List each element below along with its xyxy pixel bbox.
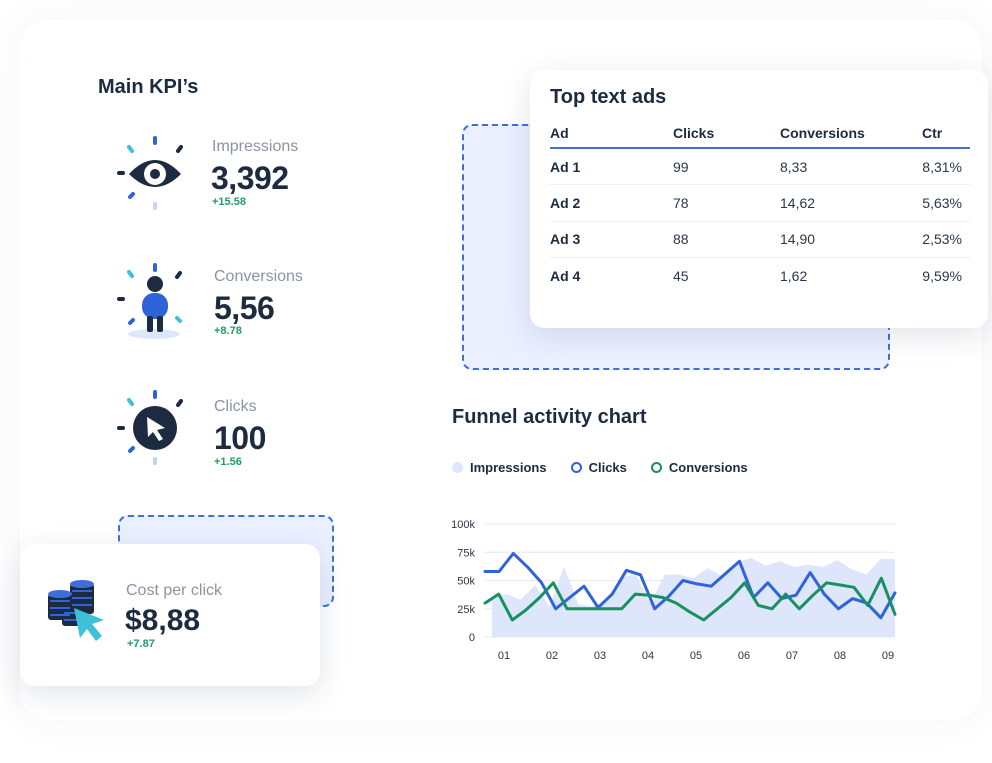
x-tick-label: 08: [834, 650, 846, 662]
table-cell-ad: Ad 2: [550, 184, 673, 222]
chart-legend: Impressions Clicks Conversions: [452, 460, 748, 475]
y-tick-label: 100k: [451, 519, 475, 531]
legend-dot-conversions: [650, 462, 662, 473]
kpi-clicks-value: 100: [214, 420, 266, 456]
kpi-conversions-value: 5,56: [214, 290, 275, 326]
table-cell-ad: Ad 4: [550, 268, 581, 284]
table-row: Ad 4 45 1,62 9,59%: [550, 258, 970, 295]
cost-per-click-delta: +7.87: [127, 638, 155, 650]
funnel-activity-chart: 0 25k 50k 75k 100k 01 02 03 04 05 06 07 08 09: [451, 519, 897, 662]
y-tick-label: 50k: [457, 576, 475, 588]
kpi-conversions-delta: +8.78: [214, 325, 242, 337]
table-cell-clicks: 78: [673, 184, 780, 222]
kpi-clicks: Clicks 100 +1.56: [114, 388, 354, 468]
table-cell-ctr: 2,53%: [900, 221, 970, 258]
table-row: Ad 3 88 14,90 2,53%: [550, 221, 970, 258]
cost-per-click-label: Cost per click: [126, 582, 223, 599]
x-tick-label: 07: [786, 650, 798, 662]
cost-per-click-value: $8,88: [125, 604, 201, 637]
kpi-conversions-label: Conversions: [214, 268, 303, 285]
legend-label-impressions: Impressions: [470, 460, 547, 475]
kpi-clicks-delta: +1.56: [214, 456, 242, 468]
table-cell-ad: Ad 3: [550, 221, 673, 258]
legend-item-impressions: Impressions: [452, 460, 547, 475]
y-tick-label: 0: [469, 632, 475, 644]
cursor-icon: [117, 390, 183, 465]
legend-dot-clicks: [570, 462, 582, 473]
legend-item-conversions: Conversions: [650, 460, 748, 475]
column-header-ctr: Ctr: [900, 116, 970, 149]
series-area-impressions: [492, 557, 895, 637]
x-tick-label: 01: [498, 650, 510, 662]
person-icon: [117, 263, 182, 339]
table-cell-conversions: 14,62: [780, 184, 900, 222]
top-text-ads-table: Ad Clicks Conversions Ctr Ad 1 99 8,33 8…: [550, 116, 970, 294]
kpi-conversions: Conversions 5,56 +8.78: [114, 262, 354, 342]
series-line-conversions: [483, 576, 897, 622]
kpi-impressions: Impressions 3,392 +15.58: [114, 134, 354, 214]
coins-cursor-icon: [48, 580, 104, 641]
table-cell-conversions: 8,33: [780, 148, 900, 185]
kpi-section-title: Main KPI’s: [98, 76, 199, 98]
table-cell-conversions: 14,90: [780, 221, 900, 258]
column-header-ad: Ad: [550, 116, 673, 149]
x-tick-label: 06: [738, 650, 750, 662]
legend-dot-impressions: [452, 462, 463, 473]
kpi-impressions-label: Impressions: [212, 138, 299, 155]
funnel-chart-title: Funnel activity chart: [452, 406, 647, 428]
table-row: Ad 2 78 14,62 5,63%: [550, 184, 970, 222]
top-text-ads-card: Top text ads Ad Clicks Conversions Ctr A…: [530, 70, 988, 328]
table-cell-clicks: 45: [673, 268, 689, 284]
legend-item-clicks: Clicks: [570, 460, 627, 475]
x-tick-label: 03: [594, 650, 606, 662]
table-cell-ctr: 9,59%: [922, 268, 962, 284]
legend-label-clicks: Clicks: [588, 460, 627, 475]
kpi-impressions-value: 3,392: [211, 160, 289, 196]
top-text-ads-title: Top text ads: [550, 86, 667, 108]
cost-per-click-card: Cost per click $8,88 +7.87: [20, 544, 320, 686]
y-tick-label: 75k: [457, 547, 475, 559]
table-cell-ctr: 8,31%: [900, 148, 970, 185]
column-header-clicks: Clicks: [673, 116, 780, 149]
table-cell-ctr: 5,63%: [900, 184, 970, 222]
y-tick-label: 25k: [457, 604, 475, 616]
column-header-conversions: Conversions: [780, 116, 900, 149]
kpi-impressions-delta: +15.58: [212, 196, 246, 208]
table-row: Ad 1 99 8,33 8,31%: [550, 148, 970, 185]
series-line-clicks: [483, 551, 897, 620]
x-tick-label: 02: [546, 650, 558, 662]
table-cell-conversions: 1,62: [780, 268, 808, 284]
eye-icon: [117, 136, 183, 210]
x-tick-label: 09: [882, 650, 894, 662]
kpi-clicks-label: Clicks: [214, 398, 257, 415]
x-tick-label: 04: [642, 650, 654, 662]
x-tick-label: 05: [690, 650, 702, 662]
table-cell-clicks: 88: [673, 221, 780, 258]
table-header-row: Ad Clicks Conversions Ctr: [550, 116, 970, 149]
legend-label-conversions: Conversions: [668, 460, 748, 475]
table-cell-clicks: 99: [673, 148, 780, 185]
table-cell-ad: Ad 1: [550, 148, 673, 185]
